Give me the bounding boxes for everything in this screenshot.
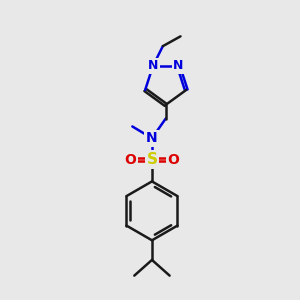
Text: O: O xyxy=(168,153,179,167)
Text: N: N xyxy=(173,59,184,72)
Text: O: O xyxy=(124,153,136,167)
Text: N: N xyxy=(146,131,158,145)
Text: N: N xyxy=(148,59,158,72)
Text: S: S xyxy=(146,152,158,167)
